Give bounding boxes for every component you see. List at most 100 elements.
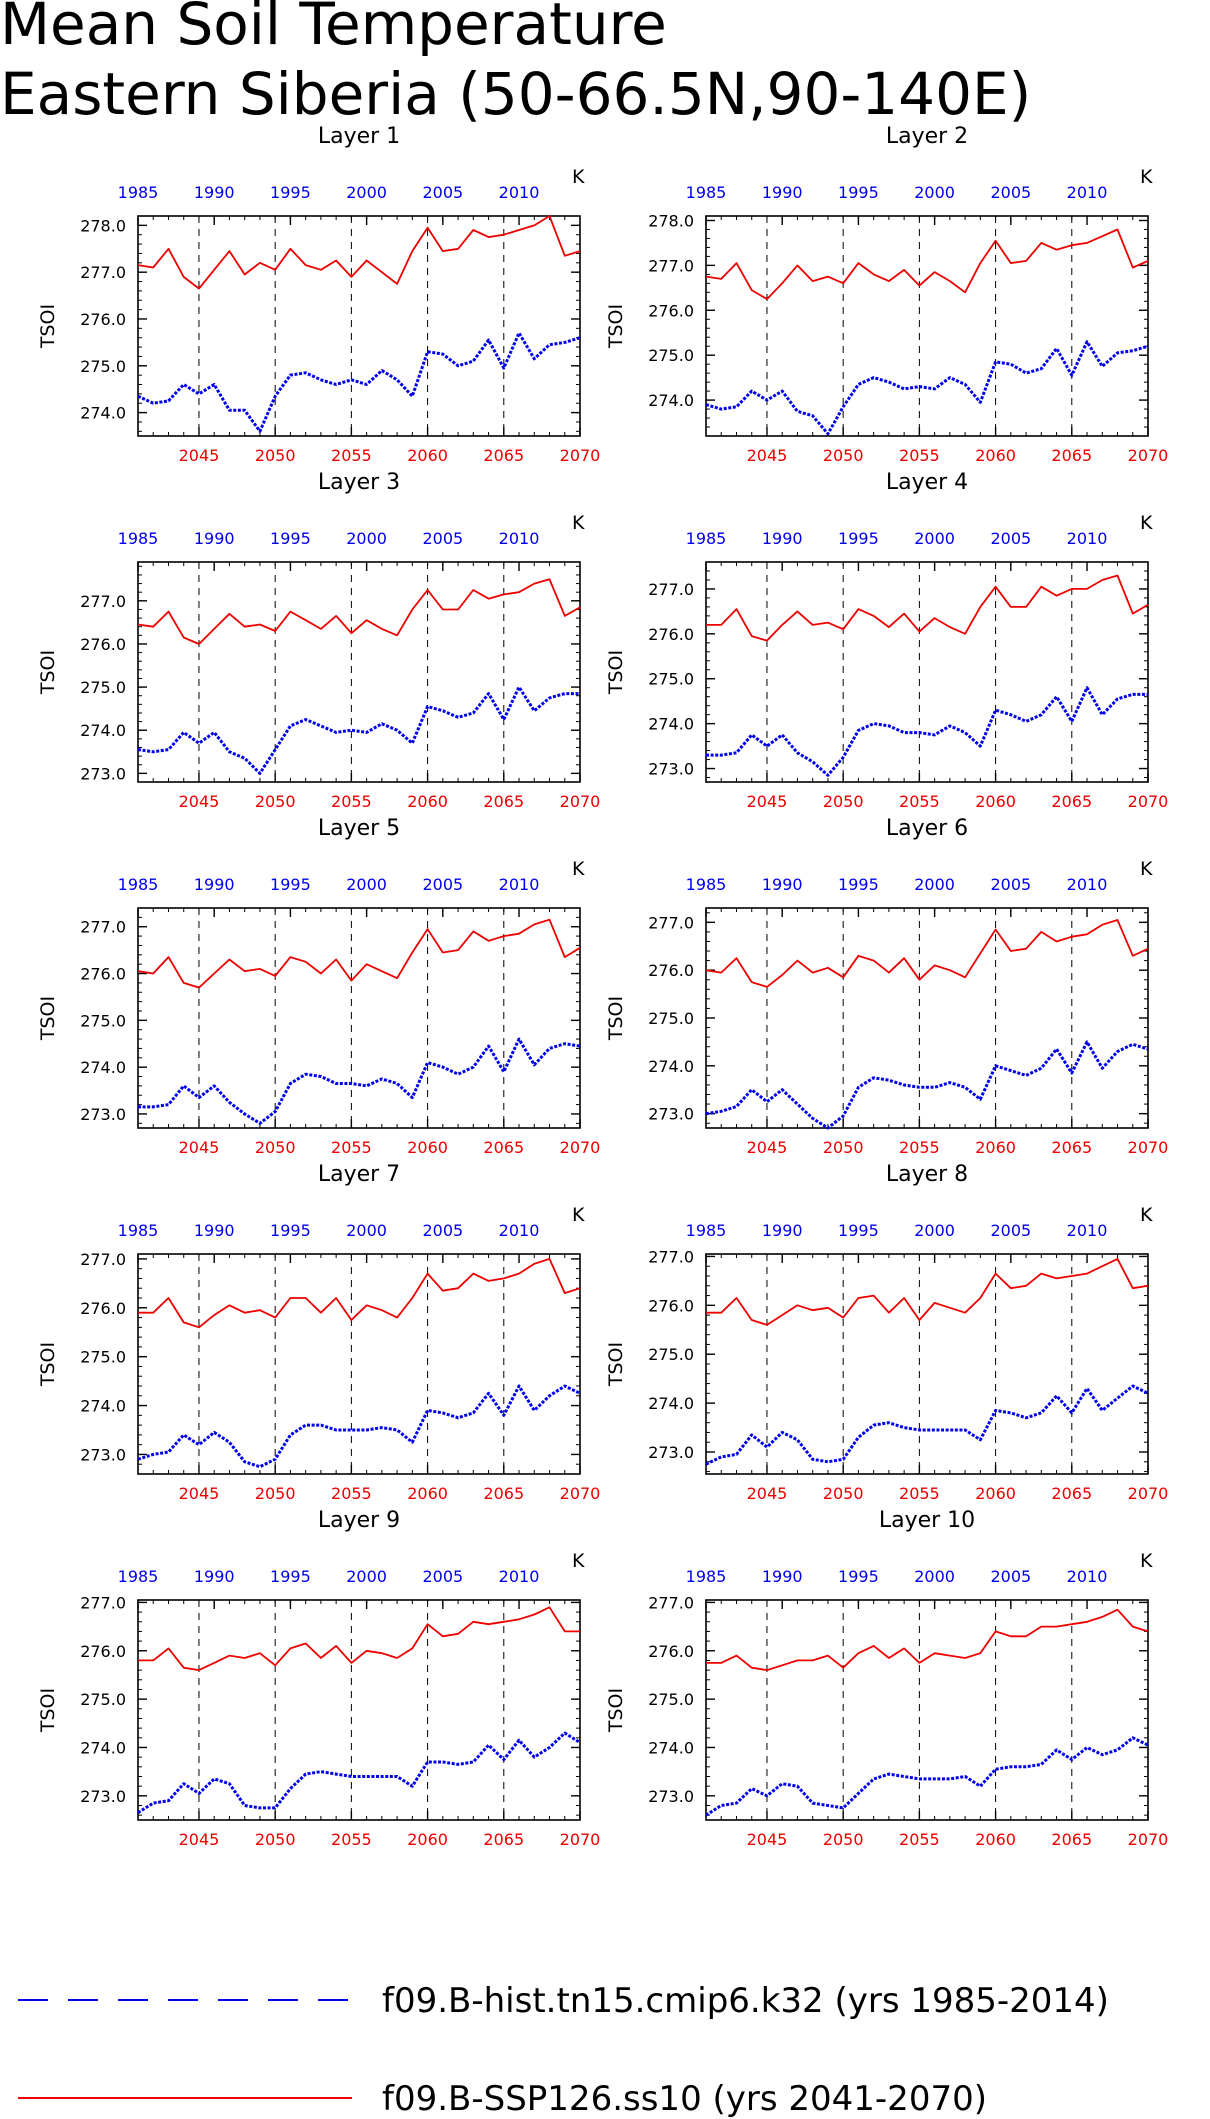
y-tick-label: 277.0 [80, 1593, 126, 1612]
x-top-tick-label: 1990 [762, 1567, 803, 1586]
x-top-tick-label: 1995 [838, 875, 879, 894]
x-tick-label: 2065 [1051, 446, 1092, 465]
x-tick-label: 2070 [1128, 792, 1169, 811]
x-top-tick-label: 1990 [762, 1221, 803, 1240]
x-top-tick-label: 2010 [499, 183, 540, 202]
x-tick-label: 2055 [899, 446, 940, 465]
x-tick-label: 2065 [483, 1138, 524, 1157]
x-top-tick-label: 2005 [422, 529, 463, 548]
panel-title: Layer 6 [886, 816, 968, 841]
x-top-tick-label: 2000 [346, 1221, 387, 1240]
series-hist-line [137, 331, 581, 433]
x-top-tick-label: 2005 [990, 1221, 1031, 1240]
series-hist-line [138, 1037, 581, 1125]
x-top-tick-label: 2010 [1067, 529, 1108, 548]
series-ssp-line [705, 228, 1149, 301]
x-top-tick-label: 1990 [194, 529, 235, 548]
x-top-tick-label: 1995 [270, 1567, 311, 1586]
x-tick-label: 2050 [823, 792, 864, 811]
x-top-tick-label: 1985 [686, 875, 727, 894]
panel-layer-1: Layer 1 K 2045 2050 2055 2060 2065 2070 1985 1990… [37, 124, 600, 465]
x-top-tick-label: 1985 [686, 529, 727, 548]
panel-title: Layer 3 [318, 470, 400, 495]
series-hist-line [705, 1736, 1149, 1817]
series-hist-line [705, 1040, 1149, 1130]
y-tick-label: 277.0 [80, 263, 126, 282]
series-hist-line [706, 686, 1148, 777]
series-ssp-line [705, 919, 1149, 988]
y-tick-label: 275.0 [80, 678, 126, 697]
y-tick-label: 275.0 [648, 346, 694, 365]
y-tick-label: 273.0 [80, 764, 126, 783]
x-top-tick-label: 1990 [194, 1221, 235, 1240]
x-tick-label: 2045 [747, 1138, 788, 1157]
x-tick-label: 2055 [899, 1138, 940, 1157]
x-top-tick-label: 2000 [346, 183, 387, 202]
series-hist-line [705, 340, 1149, 436]
x-tick-label: 2060 [975, 1484, 1016, 1503]
series-hist-line [705, 1384, 1149, 1466]
x-top-tick-label: 2005 [422, 1567, 463, 1586]
y-axis-label: TSOI [605, 304, 627, 349]
panel-layer-9: Layer 9 K 2045 2050 2055 2060 2065 2070 1985 1990… [37, 1508, 600, 1849]
x-tick-label: 2055 [899, 1484, 940, 1503]
x-top-tick-label: 2010 [499, 1567, 540, 1586]
y-tick-label: 277.0 [80, 1250, 126, 1269]
x-tick-label: 2045 [747, 792, 788, 811]
x-top-tick-label: 2010 [499, 529, 540, 548]
x-tick-label: 2050 [255, 792, 296, 811]
figure-title-line-1: Mean Soil Temperature [0, 0, 667, 58]
x-tick-label: 2065 [483, 1484, 524, 1503]
y-tick-label: 276.0 [648, 625, 694, 644]
y-tick-label: 273.0 [648, 1105, 694, 1124]
y-axis-label: TSOI [605, 1688, 627, 1733]
x-top-tick-label: 2000 [914, 183, 955, 202]
x-tick-label: 2065 [483, 446, 524, 465]
x-top-tick-label: 1985 [118, 1567, 159, 1586]
x-top-tick-label: 1985 [686, 1221, 727, 1240]
x-tick-label: 2055 [899, 792, 940, 811]
y-tick-label: 273.0 [80, 1445, 126, 1464]
x-top-tick-label: 2000 [346, 875, 387, 894]
panel-layer-5: Layer 5 K 2045 2050 2055 2060 2065 2070 1985 1990… [37, 816, 600, 1157]
y-tick-label: 277.0 [80, 592, 126, 611]
x-tick-label: 2065 [1051, 1830, 1092, 1849]
y-tick-label: 275.0 [80, 1690, 126, 1709]
y-tick-label: 273.0 [80, 1105, 126, 1124]
plot-frame [137, 907, 581, 1129]
x-top-tick-label: 1990 [762, 529, 803, 548]
x-tick-label: 2050 [823, 1484, 864, 1503]
unit-label: K [1140, 858, 1153, 880]
unit-label: K [1140, 1204, 1153, 1226]
y-tick-label: 276.0 [80, 1299, 126, 1318]
series-hist-line [137, 685, 580, 775]
y-tick-label: 276.0 [648, 301, 694, 320]
x-tick-label: 2055 [899, 1830, 940, 1849]
x-top-tick-label: 1990 [194, 1567, 235, 1586]
series-hist-line [137, 1384, 581, 1469]
y-axis-label: TSOI [605, 1342, 627, 1387]
plot-frame [705, 215, 1149, 437]
y-axis-label: TSOI [37, 996, 59, 1041]
x-top-tick-label: 1995 [270, 183, 311, 202]
panel-title: Layer 10 [879, 1508, 975, 1533]
panel-layer-8: Layer 8 K 2045 2050 2055 2060 2065 2070 1985 1990… [605, 1162, 1168, 1503]
x-top-tick-label: 2005 [422, 183, 463, 202]
y-tick-label: 276.0 [80, 965, 126, 984]
x-top-tick-label: 2010 [1067, 1221, 1108, 1240]
x-tick-label: 2070 [560, 446, 601, 465]
x-top-tick-label: 2005 [990, 183, 1031, 202]
series-hist-line [137, 1731, 581, 1814]
y-tick-label: 273.0 [648, 1787, 694, 1806]
x-top-tick-label: 2000 [914, 1567, 955, 1586]
y-tick-label: 278.0 [80, 216, 126, 235]
y-tick-label: 276.0 [80, 1642, 126, 1661]
x-top-tick-label: 2005 [990, 1567, 1031, 1586]
x-top-tick-label: 1990 [194, 183, 235, 202]
x-top-tick-label: 2010 [499, 1221, 540, 1240]
y-tick-label: 274.0 [648, 1057, 694, 1076]
x-tick-label: 2060 [407, 1830, 448, 1849]
x-top-tick-label: 2005 [422, 875, 463, 894]
series-ssp-line [706, 574, 1149, 642]
